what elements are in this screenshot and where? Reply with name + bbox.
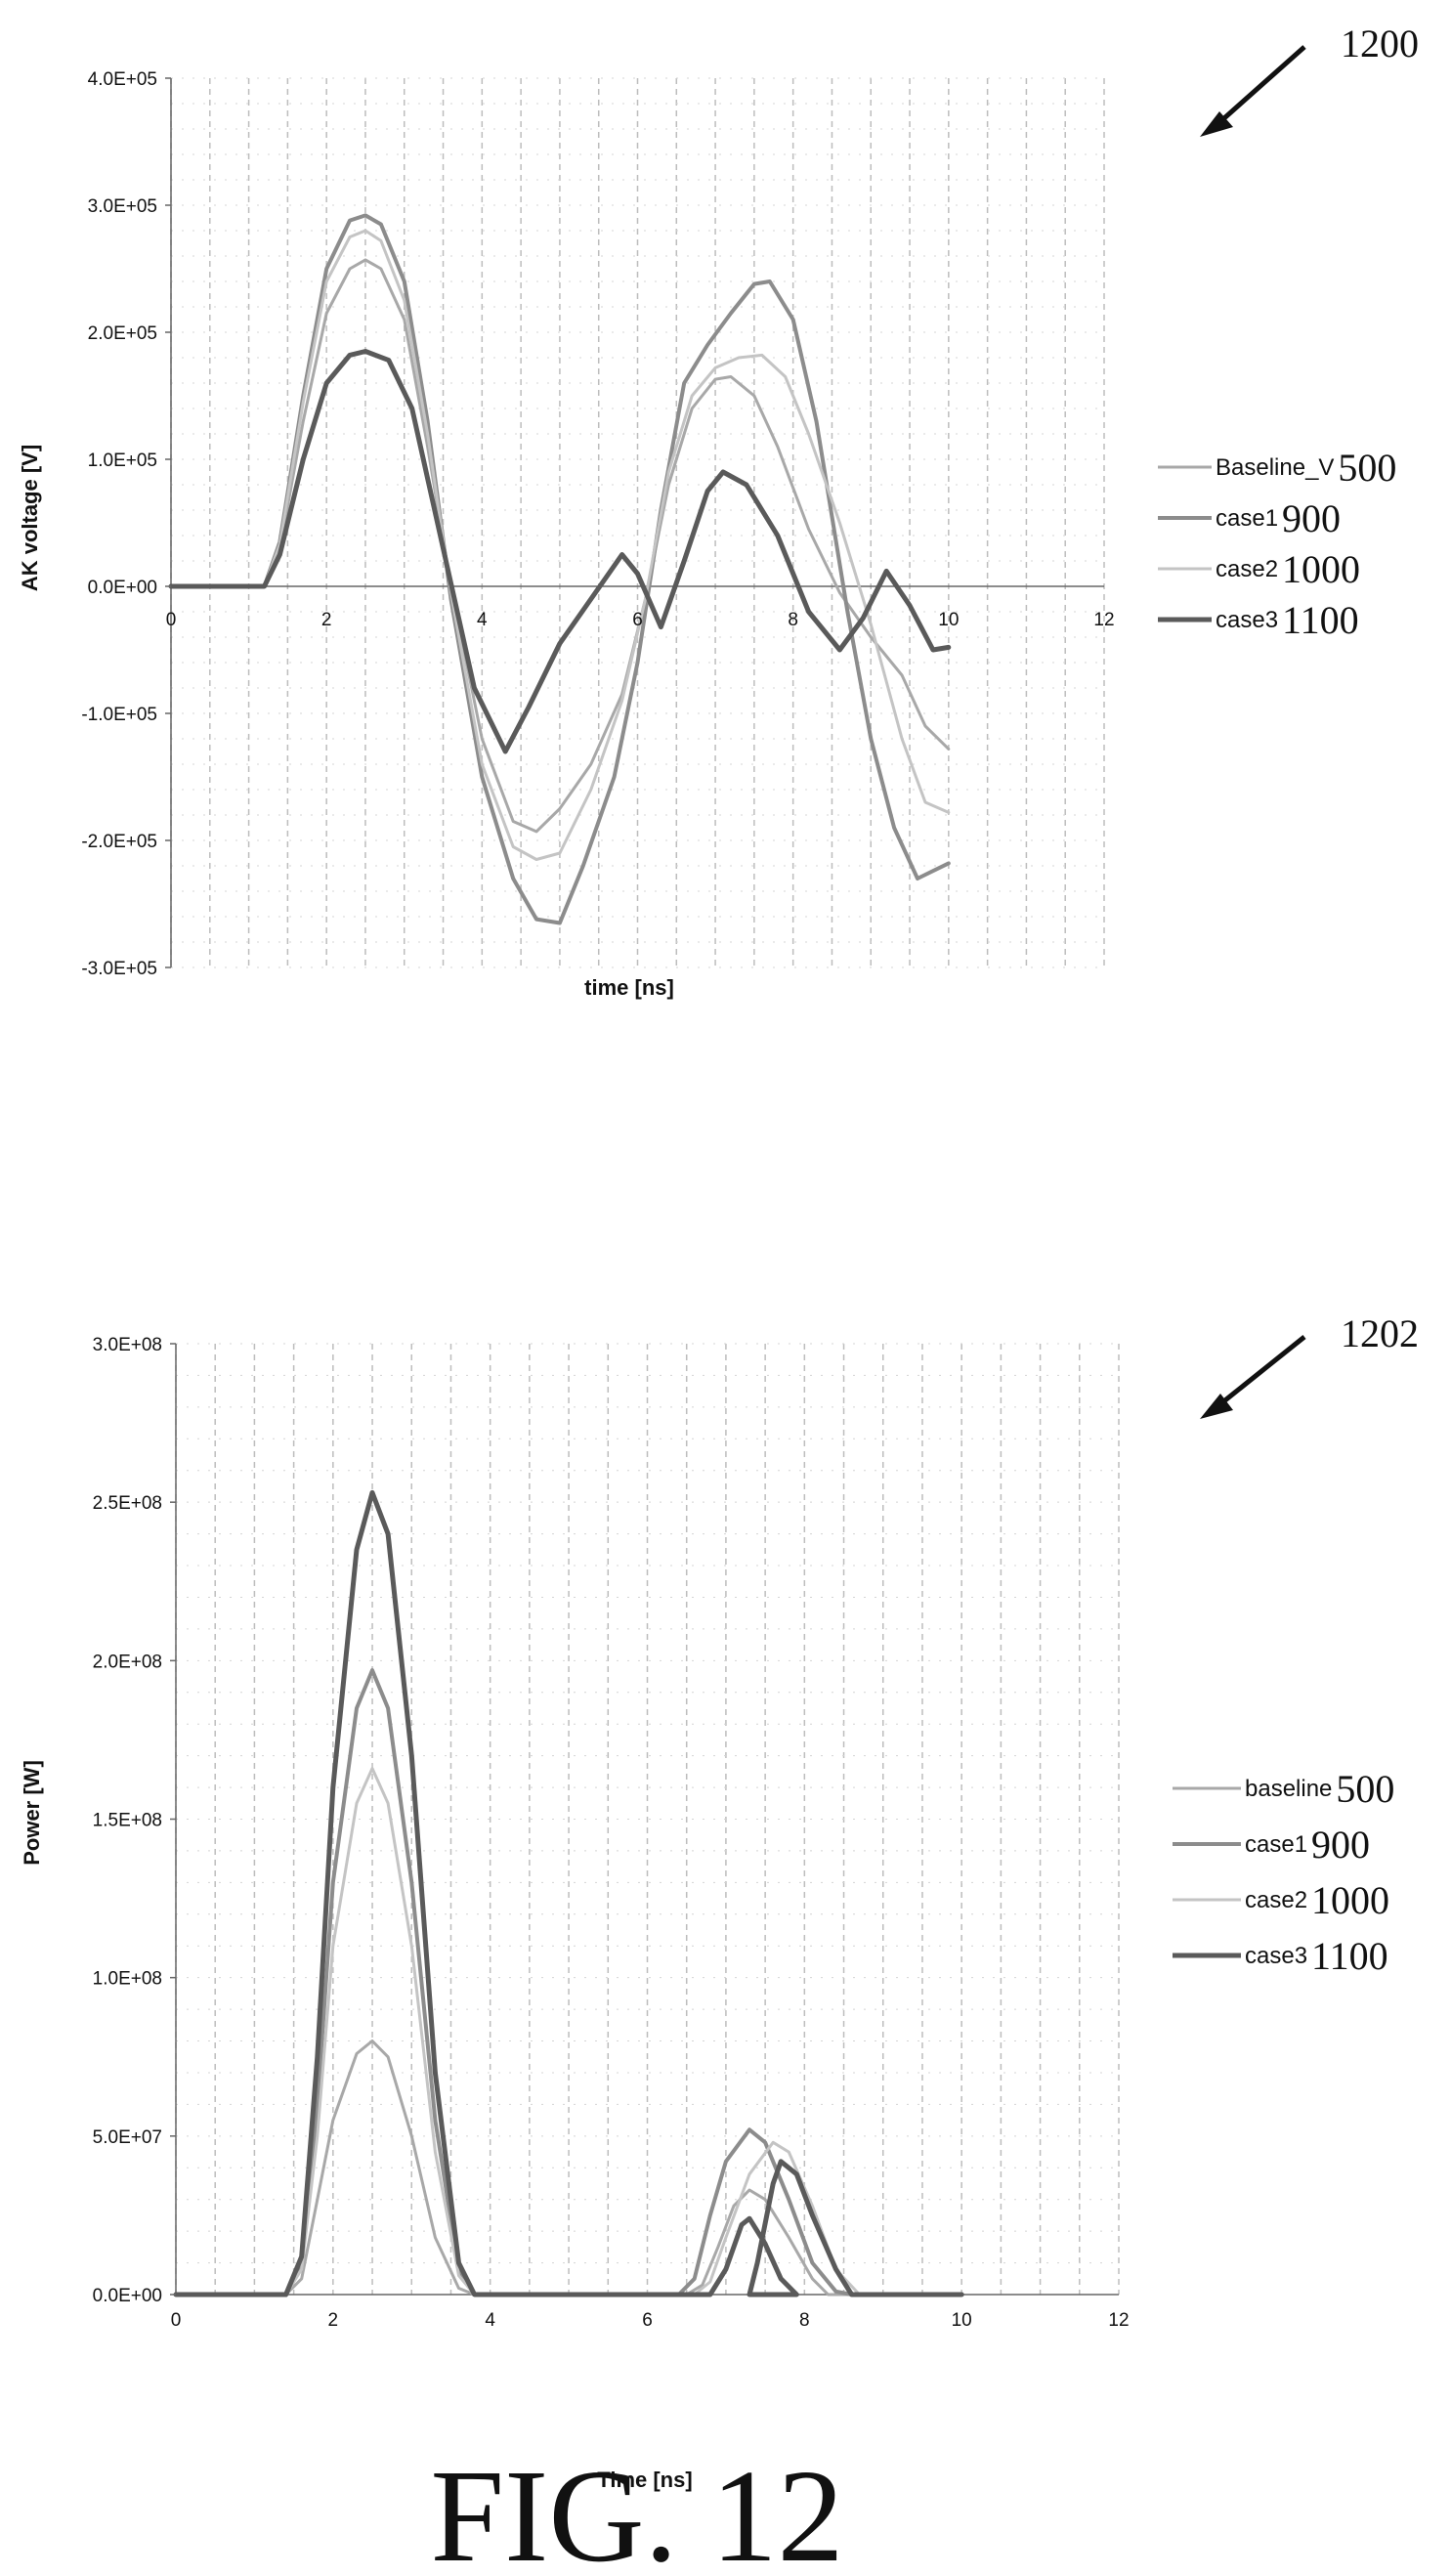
legend-entry: case3 1100 [1158, 598, 1359, 642]
legend-label: case1 [1216, 505, 1278, 532]
reference-number: 1200 [1341, 21, 1419, 65]
x-tick-label: 2 [321, 610, 332, 630]
legend-entry: case1 900 [1173, 1823, 1370, 1867]
legend-reference-number: 1100 [1311, 1934, 1388, 1978]
y-tick-labels: 3.0E+08 2.5E+08 2.0E+08 1.5E+08 1.0E+08 5.0E+… [93, 1335, 176, 2306]
legend-reference-number: 1000 [1282, 547, 1360, 591]
arrow-head [1200, 1394, 1233, 1419]
chart-power: 3.0E+08 2.5E+08 2.0E+08 1.5E+08 1.0E+08 5.0E+… [20, 1311, 1419, 2492]
series-line-baseline-v [169, 258, 951, 834]
arrow-shaft [1215, 45, 1306, 127]
series-line-case3 [168, 349, 952, 754]
x-tick-label: 12 [1093, 610, 1114, 630]
x-tick-labels: 0 2 4 6 8 10 12 [171, 2310, 1130, 2331]
legend-label: case2 [1216, 556, 1278, 582]
reference-arrow: 1202 [1200, 1311, 1419, 1419]
grid [170, 77, 1105, 968]
x-tick-label: 4 [485, 2310, 495, 2331]
y-tick-labels: 4.0E+05 3.0E+05 2.0E+05 1.0E+05 0.0E+00 -1.0E… [81, 69, 171, 979]
legend-label: Baseline_V [1216, 454, 1334, 481]
x-tick-label: 10 [952, 2310, 972, 2331]
y-tick-label: -3.0E+05 [81, 959, 157, 979]
y-tick-label: 0.0E+00 [88, 578, 157, 598]
reference-number: 1202 [1341, 1311, 1419, 1355]
arrow-head [1200, 111, 1233, 137]
series-lines [173, 1489, 964, 2297]
y-tick-label: -2.0E+05 [81, 832, 157, 852]
axes [170, 78, 1104, 967]
x-tick-label: 12 [1108, 2310, 1129, 2331]
legend-label: case3 [1245, 1943, 1307, 1969]
y-tick-label: 2.5E+08 [93, 1493, 162, 1514]
legend-entry: case1 900 [1158, 496, 1341, 540]
reference-arrow: 1200 [1200, 21, 1419, 137]
x-tick-label: 2 [328, 2310, 339, 2331]
y-tick-label: -1.0E+05 [81, 705, 157, 725]
series-line-case1 [169, 213, 951, 925]
legend-reference-number: 1100 [1282, 598, 1359, 642]
legend-reference-number: 500 [1338, 446, 1396, 490]
chart-ak-voltage: 4.0E+05 3.0E+05 2.0E+05 1.0E+05 0.0E+00 -1.0E… [18, 21, 1419, 1000]
x-tick-label: 10 [938, 610, 959, 630]
x-axis-label: time [ns] [584, 975, 674, 1000]
x-tick-label: 8 [799, 2310, 810, 2331]
legend-reference-number: 1000 [1311, 1878, 1389, 1922]
grid [175, 1343, 1120, 2296]
series-line-baseline [174, 2039, 963, 2297]
y-tick-label: 5.0E+07 [93, 2127, 162, 2148]
y-tick-label: 2.0E+05 [88, 323, 157, 344]
y-axis-label: AK voltage [V] [18, 445, 42, 591]
legend-label: case1 [1245, 1831, 1307, 1858]
x-tick-label: 4 [477, 610, 488, 630]
y-tick-label: 3.0E+05 [88, 196, 157, 217]
x-tick-label: 0 [171, 2310, 182, 2331]
legend-entry: baseline 500 [1173, 1767, 1394, 1811]
y-tick-label: 1.0E+05 [88, 451, 157, 471]
legend-reference-number: 900 [1282, 496, 1341, 540]
figure-label: FIG. 12 [430, 2443, 843, 2576]
y-tick-label: 3.0E+08 [93, 1335, 162, 1355]
x-axis-label: Time [ns] [597, 2468, 692, 2492]
legend-label: case3 [1216, 607, 1278, 633]
x-tick-label: 6 [642, 2310, 653, 2331]
legend-entry: case2 1000 [1158, 547, 1360, 591]
legend-entry: case3 1100 [1173, 1934, 1388, 1978]
arrow-shaft [1215, 1335, 1306, 1409]
legend-reference-number: 900 [1311, 1823, 1370, 1867]
y-axis-label: Power [W] [20, 1760, 44, 1866]
x-tick-label: 6 [632, 610, 643, 630]
legend-entry: case2 1000 [1173, 1878, 1389, 1922]
legend-reference-number: 500 [1336, 1767, 1394, 1811]
legend-entry: Baseline_V 500 [1158, 446, 1396, 490]
y-tick-label: 2.0E+08 [93, 1652, 162, 1672]
y-tick-label: 1.0E+08 [93, 1969, 162, 1990]
legend-label: case2 [1245, 1887, 1307, 1913]
y-tick-label: 1.5E+08 [93, 1811, 162, 1831]
series-line-case2 [169, 229, 951, 861]
x-tick-labels: 0 2 4 6 8 10 12 [166, 610, 1115, 630]
series-lines [168, 213, 952, 925]
legend-label: baseline [1245, 1776, 1332, 1802]
x-tick-label: 8 [788, 610, 798, 630]
series-line-case3 [173, 1489, 964, 2297]
y-tick-label: 0.0E+00 [93, 2286, 162, 2306]
x-tick-label: 0 [166, 610, 177, 630]
y-tick-label: 4.0E+05 [88, 69, 157, 90]
